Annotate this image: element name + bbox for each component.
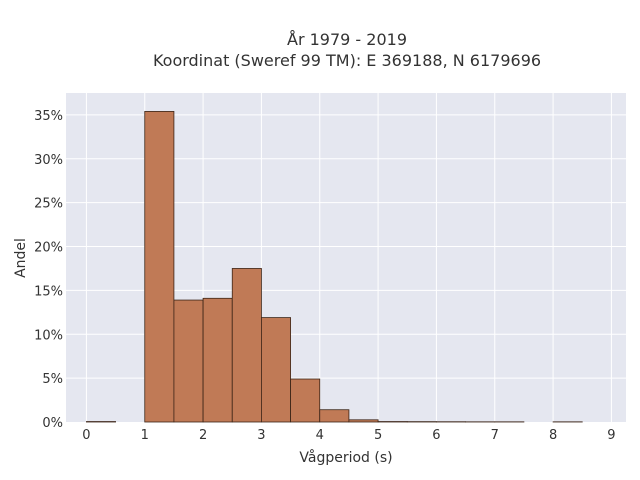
histogram-bar xyxy=(261,317,291,423)
y-tick-label: 35% xyxy=(34,109,63,124)
x-tick-label: 3 xyxy=(257,428,265,443)
chart-title-line-1: År 1979 - 2019 xyxy=(287,30,407,49)
y-axis-label: Andel xyxy=(13,238,29,278)
y-tick-label: 30% xyxy=(34,153,63,168)
x-tick-label: 1 xyxy=(141,428,149,443)
histogram-bar xyxy=(290,378,321,423)
x-tick-label: 9 xyxy=(607,428,615,443)
histogram-bar xyxy=(231,268,262,423)
y-tick-label: 10% xyxy=(34,328,63,343)
y-tick-label: 0% xyxy=(42,416,63,431)
chart-title-line-2: Koordinat (Sweref 99 TM): E 369188, N 61… xyxy=(152,51,542,70)
histogram-bar xyxy=(319,409,350,423)
x-tick-label: 7 xyxy=(491,428,499,443)
x-tick-label: 0 xyxy=(82,428,90,443)
x-tick-label: 5 xyxy=(374,428,382,443)
bars xyxy=(86,111,583,423)
histogram-bar xyxy=(202,297,233,423)
x-tick-label: 2 xyxy=(199,428,207,443)
histogram-bar xyxy=(173,299,204,423)
x-axis-label: Vågperiod (s) xyxy=(299,449,392,466)
y-tick-label: 25% xyxy=(34,197,63,212)
y-axis-ticks: 0% 5% 10% 15% 20% 25% 30% 35% xyxy=(34,109,63,431)
y-tick-label: 20% xyxy=(34,241,63,256)
x-tick-label: 6 xyxy=(432,428,440,443)
x-axis-ticks: 0 1 2 3 4 5 6 7 8 9 xyxy=(82,428,615,443)
x-tick-label: 4 xyxy=(316,428,324,443)
y-tick-label: 15% xyxy=(34,284,63,299)
histogram-bar xyxy=(348,419,379,423)
x-tick-label: 8 xyxy=(549,428,557,443)
y-tick-label: 5% xyxy=(42,372,63,387)
histogram-bar xyxy=(144,111,175,423)
